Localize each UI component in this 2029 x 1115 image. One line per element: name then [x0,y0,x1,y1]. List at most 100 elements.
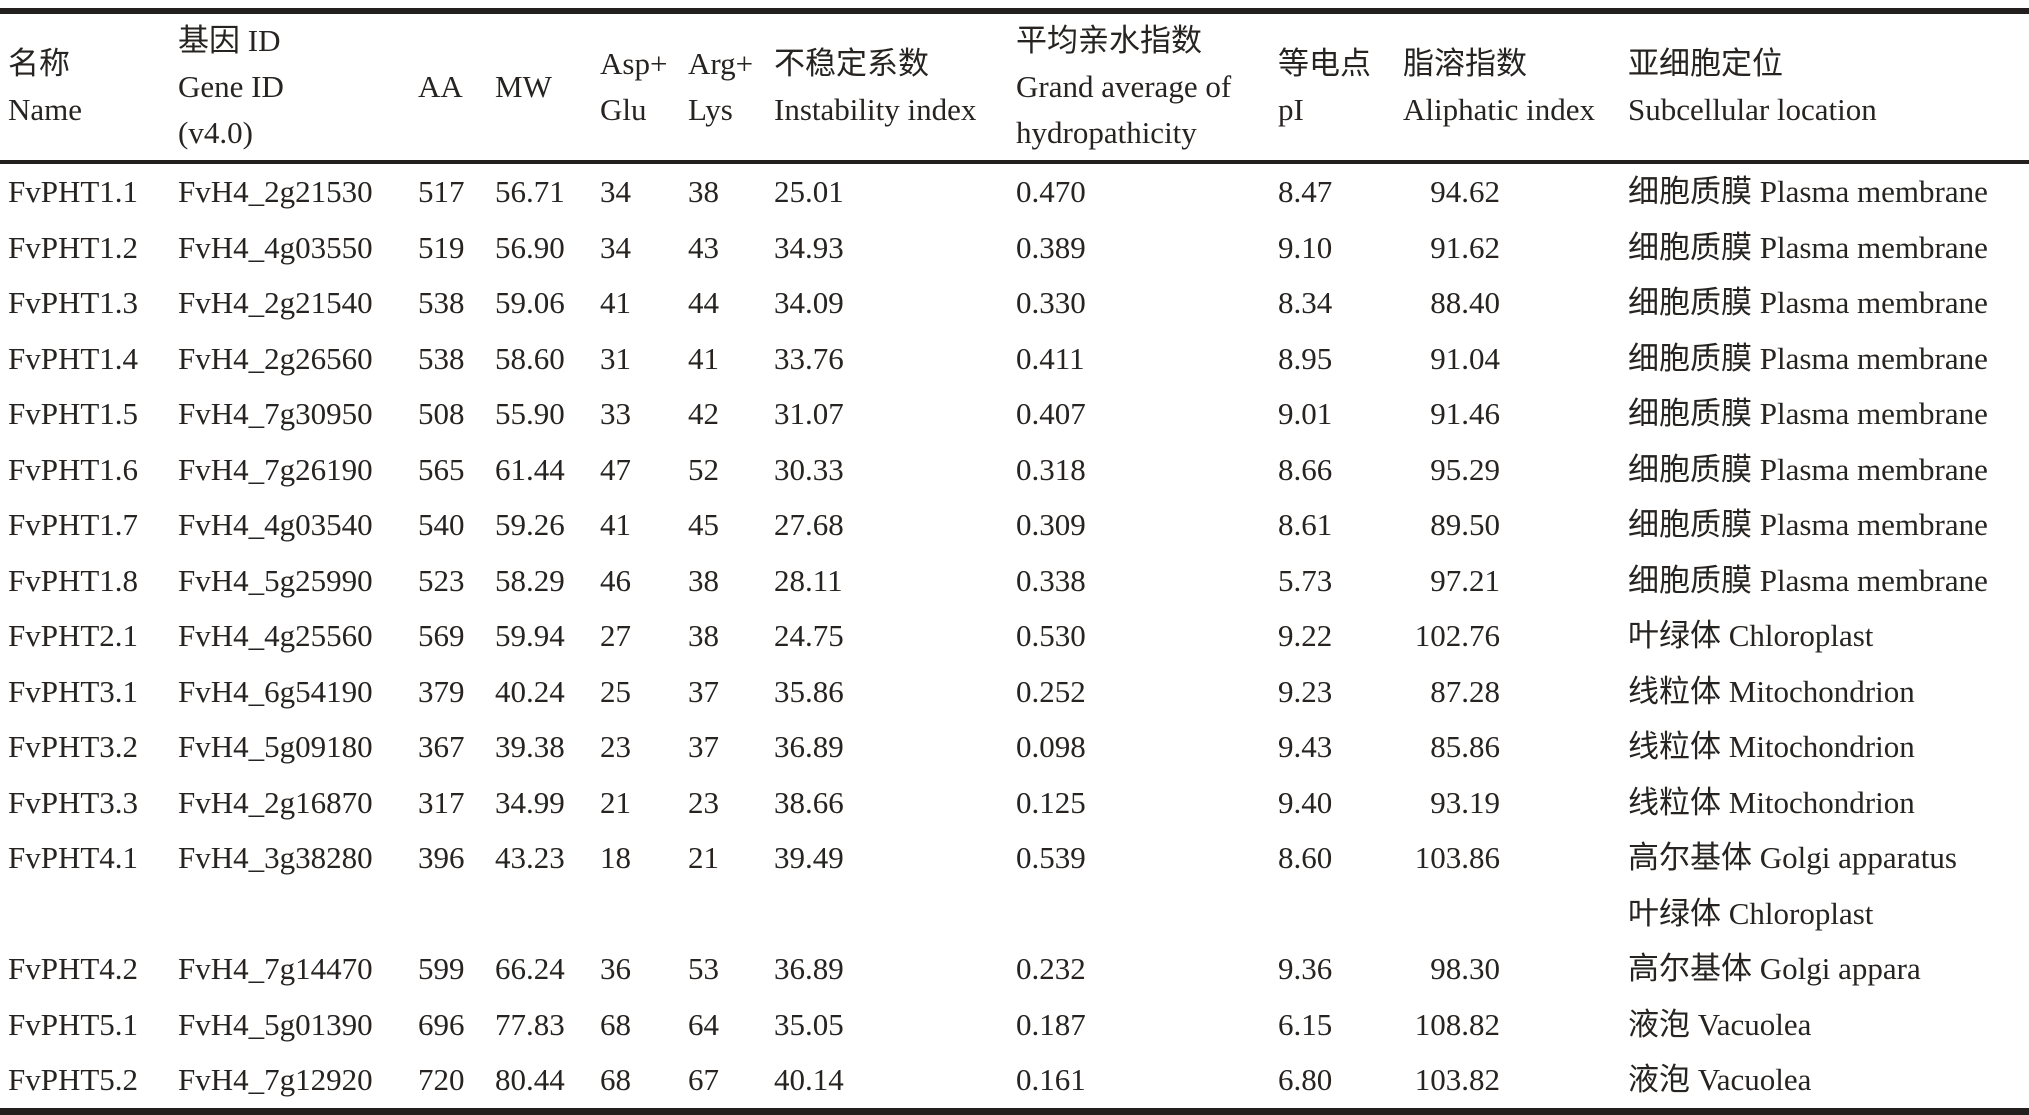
cell-gravy: 0.407 [1016,396,1086,431]
cell-gravy: 0.411 [1016,340,1085,376]
cell-gravy: 0.098 [1016,729,1086,764]
cell-subcellular-location: 线粒体 Mitochondrion [1620,664,2029,720]
subcellular-location-line: 细胞质膜 Plasma membrane [1628,396,1988,431]
gene-properties-table: 名称 Name 基因 ID Gene ID (v4.0) AA MW Asp+ … [0,8,2029,1115]
header-label-en: Gene ID [178,69,284,104]
cell-gravy: 0.330 [1016,285,1086,320]
cell-arg-lys: 41 [688,340,719,376]
header-label-en: Grand average of [1016,69,1232,104]
cell-gene-id: FvH4_6g54190 [178,673,373,709]
cell-pi: 8.60 [1278,840,1333,875]
cell-subcellular-location: 液泡 Vacuolea [1620,1052,2029,1111]
subcellular-location-line: 细胞质膜 Plasma membrane [1628,285,1988,320]
cell-mw: 66.24 [495,951,565,986]
header-label-en: Glu [600,92,647,127]
cell-aa: 367 [418,729,465,764]
cell-subcellular-location: 叶绿体 Chloroplast [1620,608,2029,664]
cell-arg-lys: 21 [688,840,719,875]
cell-mw: 34.99 [495,784,565,820]
table-header: 名称 Name 基因 ID Gene ID (v4.0) AA MW Asp+ … [0,11,2029,162]
cell-instability-index: 35.05 [774,1006,844,1042]
table-row: FvPHT3.2 FvH4_5g09180 367 39.38 23 37 36… [0,719,2029,775]
cell-gravy: 0.539 [1016,840,1086,875]
cell-aliphatic-index: 93.19 [1430,784,1500,820]
col-header-pi: 等电点 pI [1270,11,1395,162]
subcellular-location-line: 高尔基体 Golgi appara [1628,951,1921,986]
table-row: FvPHT1.4 FvH4_2g26560 538 58.60 31 41 33… [0,331,2029,387]
cell-pi: 6.80 [1278,1062,1333,1097]
cell-gravy: 0.187 [1016,1006,1086,1042]
cell-aliphatic-index: 97.21 [1430,562,1500,598]
header-label-zh: 脂溶指数 [1403,46,1527,81]
table-row: FvPHT5.1 FvH4_5g01390 696 77.83 68 64 35… [0,997,2029,1053]
cell-mw: 40.24 [495,673,565,709]
cell-subcellular-location: 液泡 Vacuolea [1620,997,2029,1053]
cell-aliphatic-index: 98.30 [1430,951,1500,986]
cell-instability-index: 28.11 [774,562,843,598]
cell-arg-lys: 38 [688,562,719,598]
cell-aa: 569 [418,618,465,653]
table-row: FvPHT2.1 FvH4_4g25560 569 59.94 27 38 24… [0,608,2029,664]
header-label-en: AA [418,69,463,104]
cell-instability-index: 33.76 [774,340,844,376]
table-row: FvPHT1.5 FvH4_7g30950 508 55.90 33 42 31… [0,386,2029,442]
table-row: FvPHT1.2 FvH4_4g03550 519 56.90 34 43 34… [0,220,2029,276]
cell-aa: 508 [418,396,465,431]
cell-name: FvPHT1.4 [8,340,139,376]
cell-name: FvPHT2.1 [8,618,139,653]
cell-mw: 61.44 [495,451,565,487]
cell-pi: 9.23 [1278,673,1333,709]
cell-name: FvPHT1.2 [8,229,139,265]
table-row: FvPHT3.3 FvH4_2g16870 317 34.99 21 23 38… [0,775,2029,831]
header-label-zh: 不稳定系数 [774,46,929,81]
cell-subcellular-location: 细胞质膜 Plasma membrane [1620,331,2029,387]
cell-subcellular-location: 高尔基体 Golgi apparatus 叶绿体 Chloroplast [1620,830,2029,941]
cell-arg-lys: 42 [688,396,719,431]
cell-aa: 538 [418,285,465,320]
cell-mw: 80.44 [495,1062,565,1097]
cell-mw: 58.29 [495,562,565,598]
header-label-zh: 亚细胞定位 [1628,46,1783,81]
cell-gravy: 0.309 [1016,507,1086,542]
cell-aa: 519 [418,229,465,265]
cell-asp-glu: 36 [600,951,631,986]
cell-subcellular-location: 高尔基体 Golgi appara [1620,941,2029,997]
table-row: FvPHT1.1 FvH4_2g21530 517 56.71 34 38 25… [0,162,2029,220]
cell-mw: 43.23 [495,840,565,875]
subcellular-location-line: 线粒体 Mitochondrion [1628,729,1915,764]
cell-mw: 56.90 [495,229,565,265]
col-header-arg-lys: Arg+ Lys [680,11,766,162]
cell-mw: 59.26 [495,507,565,542]
cell-arg-lys: 38 [688,174,719,209]
cell-mw: 77.83 [495,1006,565,1042]
cell-gravy: 0.318 [1016,451,1086,487]
cell-name: FvPHT1.8 [8,562,139,598]
subcellular-location-line: 细胞质膜 Plasma membrane [1628,562,1988,598]
cell-gene-id: FvH4_5g25990 [178,562,373,598]
cell-name: FvPHT1.7 [8,507,139,542]
cell-aa: 379 [418,673,465,709]
cell-gene-id: FvH4_7g30950 [178,396,373,431]
cell-gravy: 0.389 [1016,229,1086,265]
header-label-en: Subcellular location [1628,92,1877,127]
cell-subcellular-location: 细胞质膜 Plasma membrane [1620,220,2029,276]
cell-gene-id: FvH4_2g16870 [178,784,373,820]
cell-arg-lys: 53 [688,951,719,986]
header-label-en: Name [8,92,83,127]
table-row: FvPHT1.8 FvH4_5g25990 523 58.29 46 38 28… [0,553,2029,609]
table-body: FvPHT1.1 FvH4_2g21530 517 56.71 34 38 25… [0,162,2029,1111]
cell-instability-index: 30.33 [774,451,844,487]
cell-gene-id: FvH4_4g03540 [178,507,373,542]
cell-mw: 55.90 [495,396,565,431]
col-header-gravy: 平均亲水指数 Grand average of hydropathicity [1008,11,1270,162]
header-label-zh: 等电点 [1278,46,1371,81]
col-header-mw: MW [487,11,592,162]
cell-gene-id: FvH4_2g26560 [178,340,373,376]
cell-aliphatic-index: 87.28 [1430,673,1500,709]
cell-subcellular-location: 细胞质膜 Plasma membrane [1620,497,2029,553]
cell-gene-id: FvH4_3g38280 [178,840,373,875]
cell-instability-index: 24.75 [774,618,844,653]
cell-name: FvPHT3.2 [8,729,139,764]
cell-aliphatic-index: 89.50 [1430,507,1500,542]
cell-name: FvPHT3.1 [8,673,139,709]
